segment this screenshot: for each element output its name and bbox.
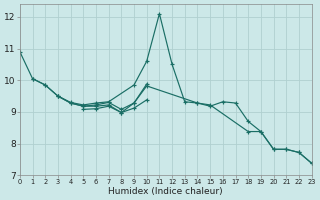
- X-axis label: Humidex (Indice chaleur): Humidex (Indice chaleur): [108, 187, 223, 196]
